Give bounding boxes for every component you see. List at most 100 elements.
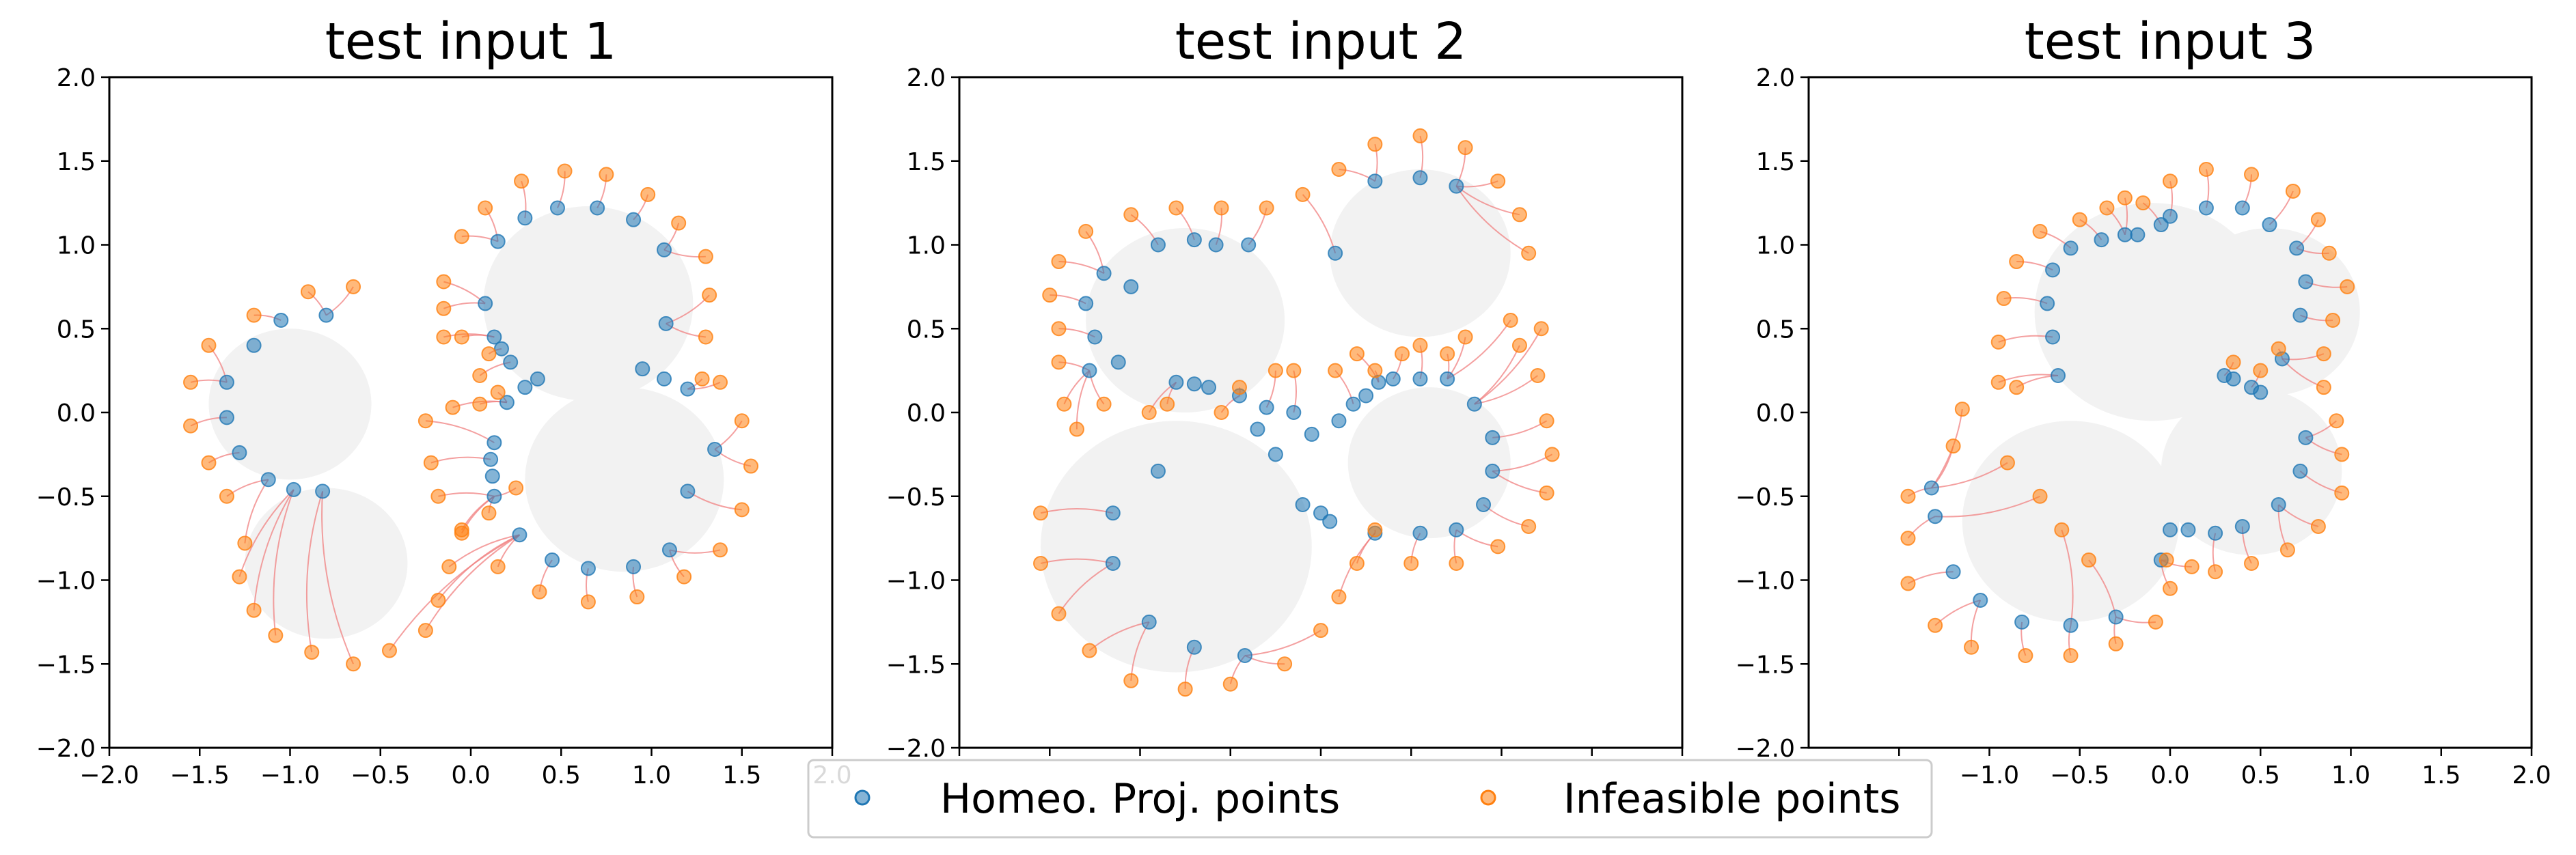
projected-point	[499, 395, 515, 410]
infeasible-point	[1286, 363, 1302, 378]
infeasible-point	[1231, 380, 1247, 395]
projected-point	[1110, 354, 1126, 370]
projected-point	[273, 312, 289, 328]
infeasible-point	[237, 535, 253, 551]
infeasible-point	[557, 163, 573, 179]
infeasible-point	[2032, 223, 2048, 239]
x-tick-label: 0.5	[2241, 761, 2280, 789]
infeasible-point	[381, 643, 397, 658]
projected-point	[2292, 463, 2308, 479]
projected-point	[1186, 639, 1202, 655]
infeasible-point	[2316, 346, 2331, 362]
infeasible-point	[2329, 413, 2344, 429]
infeasible-point	[2163, 580, 2178, 596]
projected-point	[512, 527, 527, 543]
x-tick-label: −0.5	[351, 761, 410, 789]
projected-point	[1105, 555, 1121, 571]
infeasible-point	[1168, 200, 1184, 216]
infeasible-point	[481, 505, 497, 521]
infeasible-point	[1521, 245, 1537, 261]
feasible-region	[525, 387, 724, 572]
infeasible-point	[246, 602, 262, 618]
infeasible-point	[2208, 564, 2223, 580]
infeasible-point	[1999, 455, 2015, 471]
trajectory-line	[437, 534, 520, 601]
y-tick-label: −1.5	[886, 651, 946, 679]
infeasible-point	[1511, 207, 1527, 223]
infeasible-point	[694, 371, 710, 387]
infeasible-point	[1367, 137, 1383, 152]
trajectory-line	[1040, 558, 1114, 564]
trajectory-line	[253, 489, 294, 611]
infeasible-point	[629, 589, 645, 605]
infeasible-point	[1900, 488, 1916, 504]
projected-point	[1078, 296, 1094, 311]
infeasible-point	[1259, 200, 1274, 216]
projected-point	[490, 234, 506, 249]
infeasible-point	[232, 569, 247, 585]
legend-marker-projected	[854, 789, 871, 806]
projected-point	[260, 472, 276, 488]
x-tick-label: 0.5	[542, 761, 581, 789]
projected-point	[318, 307, 334, 323]
infeasible-point	[183, 374, 199, 390]
infeasible-point	[1078, 223, 1094, 239]
projected-point	[517, 380, 533, 395]
projected-point	[487, 329, 502, 345]
trajectory-line	[1931, 462, 2008, 489]
infeasible-point	[1945, 438, 1961, 454]
projected-point	[657, 242, 672, 257]
infeasible-point	[713, 542, 728, 558]
projected-point	[2163, 522, 2178, 537]
infeasible-point	[454, 525, 469, 541]
projected-point	[478, 296, 493, 311]
infeasible-point	[1033, 555, 1049, 571]
infeasible-point	[436, 300, 452, 316]
projected-point	[1150, 463, 1166, 479]
projected-point	[1928, 509, 1943, 524]
infeasible-point	[2340, 279, 2355, 294]
infeasible-point	[734, 413, 750, 429]
x-tick-label: 2.0	[2512, 761, 2551, 789]
projected-point	[2292, 307, 2308, 323]
projected-point	[1186, 376, 1202, 392]
infeasible-point	[599, 167, 614, 182]
infeasible-point	[1990, 334, 2006, 350]
projected-point	[2271, 497, 2286, 513]
projected-point	[2253, 384, 2269, 400]
infeasible-point	[430, 488, 446, 504]
infeasible-point	[1412, 128, 1428, 143]
projected-point	[2262, 217, 2277, 233]
infeasible-point	[743, 458, 758, 474]
projected-point	[1286, 405, 1302, 420]
infeasible-point	[2135, 195, 2151, 211]
trajectory-line	[1474, 375, 1539, 405]
infeasible-point	[2279, 542, 2295, 558]
projected-point	[1186, 232, 1202, 248]
infeasible-point	[417, 623, 433, 639]
infeasible-point	[201, 455, 217, 471]
chart-title: test input 3	[2025, 12, 2316, 71]
feasible-region	[2161, 387, 2342, 555]
infeasible-point	[1539, 413, 1554, 429]
y-tick-label: −0.5	[886, 483, 946, 511]
projected-point	[1250, 421, 1265, 437]
projected-point	[590, 200, 605, 216]
projected-point	[232, 445, 247, 460]
infeasible-point	[423, 455, 439, 471]
infeasible-point	[671, 215, 687, 231]
x-tick-label: 0.0	[2150, 761, 2189, 789]
projected-point	[680, 483, 696, 499]
y-tick-label: 1.0	[907, 232, 946, 260]
infeasible-point	[1412, 337, 1428, 353]
infeasible-point	[1096, 396, 1112, 412]
projected-point	[2130, 227, 2146, 242]
projected-point	[484, 468, 500, 484]
trajectory-line	[1455, 185, 1520, 216]
projected-point	[1237, 647, 1252, 663]
projected-point	[1449, 178, 1464, 194]
infeasible-point	[300, 284, 316, 300]
infeasible-point	[1521, 518, 1537, 534]
projected-point	[1412, 170, 1428, 186]
